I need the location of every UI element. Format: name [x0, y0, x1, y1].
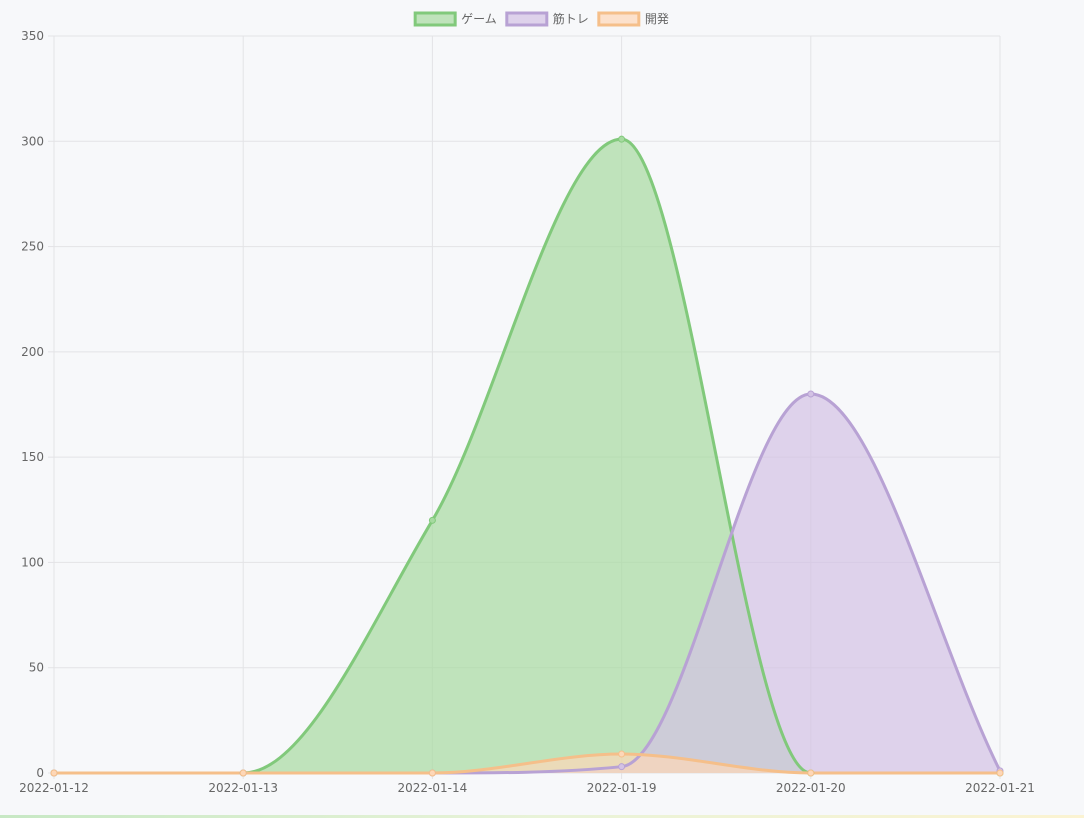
legend-label: 開発 — [645, 12, 669, 26]
bottom-accent-strip — [0, 815, 1084, 818]
data-point[interactable] — [996, 769, 1004, 777]
legend-item-1[interactable]: 筋トレ — [505, 11, 589, 27]
y-tick-label: 200 — [21, 345, 44, 359]
y-tick-label: 100 — [21, 555, 44, 569]
y-tick-label: 150 — [21, 450, 44, 464]
y-axis-ticks: 0 50 100 150 200 250 300 350 — [21, 29, 44, 780]
x-tick-label: 2022-01-20 — [776, 781, 846, 795]
data-point[interactable] — [428, 769, 436, 777]
legend-item-2[interactable]: 開発 — [597, 11, 669, 27]
data-points — [50, 135, 1004, 777]
series-areas — [54, 139, 1000, 773]
y-tick-label: 250 — [21, 240, 44, 254]
legend-swatch — [413, 11, 457, 27]
y-tick-label: 300 — [21, 134, 44, 148]
data-point[interactable] — [807, 390, 815, 398]
x-tick-label: 2022-01-19 — [587, 781, 657, 795]
data-point[interactable] — [239, 769, 247, 777]
legend-label: ゲーム — [461, 12, 497, 26]
legend-label: 筋トレ — [553, 11, 589, 26]
data-point[interactable] — [428, 516, 436, 524]
legend-swatch — [505, 11, 549, 27]
data-point[interactable] — [618, 135, 626, 143]
data-point[interactable] — [618, 750, 626, 758]
y-tick-label: 350 — [21, 29, 44, 43]
legend-swatch — [597, 11, 641, 27]
data-point[interactable] — [618, 763, 626, 771]
x-tick-label: 2022-01-14 — [398, 781, 468, 795]
x-tick-label: 2022-01-21 — [965, 781, 1035, 795]
legend-item-0[interactable]: ゲーム — [413, 11, 497, 27]
data-point[interactable] — [807, 769, 815, 777]
legend: ゲーム 筋トレ 開発 — [413, 11, 669, 27]
series-area-0 — [54, 139, 1000, 773]
series-line-2 — [54, 752, 1000, 775]
x-axis-ticks: 2022-01-12 2022-01-13 2022-01-14 2022-01-19… — [19, 781, 1035, 795]
y-tick-label: 0 — [36, 766, 44, 780]
y-tick-label: 50 — [29, 661, 44, 675]
x-tick-label: 2022-01-13 — [208, 781, 278, 795]
data-point[interactable] — [50, 769, 58, 777]
x-tick-label: 2022-01-12 — [19, 781, 89, 795]
